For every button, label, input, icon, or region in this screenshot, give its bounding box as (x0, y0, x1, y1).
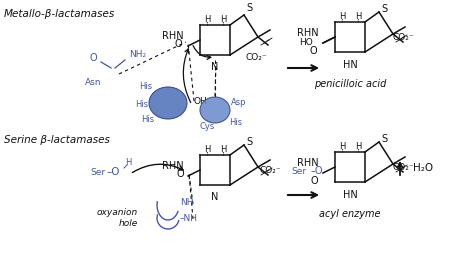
Text: S: S (381, 4, 387, 14)
Text: Serine β-lactamases: Serine β-lactamases (4, 135, 110, 145)
Text: Zn₂: Zn₂ (207, 106, 223, 114)
Text: oxyanion
hole: oxyanion hole (97, 208, 138, 228)
Text: O: O (174, 39, 182, 49)
Text: OH: OH (194, 96, 208, 106)
Text: H: H (204, 145, 210, 153)
Ellipse shape (200, 97, 230, 123)
Text: CO₂⁻: CO₂⁻ (393, 32, 415, 42)
Text: S: S (246, 137, 252, 147)
Text: penicilloic acid: penicilloic acid (314, 79, 386, 89)
Text: –NH: –NH (180, 213, 198, 223)
Text: RHN: RHN (297, 158, 319, 168)
Text: O: O (310, 176, 318, 186)
Text: H: H (355, 141, 361, 151)
Text: HN: HN (343, 190, 357, 200)
Text: S: S (381, 134, 387, 144)
Text: His: His (229, 118, 242, 127)
Text: O: O (176, 169, 184, 179)
Text: H: H (339, 141, 345, 151)
Text: H: H (220, 145, 226, 153)
Text: acyl enzyme: acyl enzyme (319, 209, 381, 219)
Text: H: H (355, 11, 361, 21)
Text: S: S (246, 3, 252, 13)
Text: CO₂⁻: CO₂⁻ (393, 162, 415, 172)
Text: Cys: Cys (200, 121, 215, 131)
Text: N: N (211, 62, 219, 72)
Ellipse shape (149, 87, 187, 119)
FancyArrowPatch shape (183, 49, 191, 102)
Text: CO₂⁻: CO₂⁻ (260, 166, 282, 174)
Text: O: O (310, 46, 317, 56)
FancyArrowPatch shape (132, 164, 183, 173)
Text: His: His (139, 81, 152, 90)
Text: HO: HO (299, 37, 313, 47)
Text: RHN: RHN (297, 28, 319, 38)
Text: NH₂: NH₂ (129, 49, 146, 58)
Text: RHN: RHN (163, 161, 184, 171)
Text: Asp: Asp (231, 98, 246, 107)
Text: Metallo-β-lactamases: Metallo-β-lactamases (4, 9, 115, 19)
Text: H₂O: H₂O (413, 163, 433, 173)
Text: O: O (90, 53, 97, 63)
Text: H: H (204, 15, 210, 23)
Text: Ser: Ser (292, 166, 307, 176)
Text: Ser: Ser (91, 167, 106, 177)
Text: H: H (125, 158, 131, 166)
Text: CO₂⁻: CO₂⁻ (245, 53, 267, 62)
Text: His: His (135, 100, 148, 108)
Text: H: H (220, 15, 226, 23)
Text: His: His (141, 114, 154, 124)
Text: –O: –O (310, 166, 323, 176)
Text: H: H (339, 11, 345, 21)
Text: Zn₁: Zn₁ (160, 99, 176, 107)
Text: N: N (211, 192, 219, 202)
FancyArrowPatch shape (193, 46, 211, 59)
Text: HN: HN (343, 60, 357, 70)
Text: RHN: RHN (163, 31, 184, 41)
Text: NH: NH (180, 198, 193, 206)
Text: –O: –O (107, 167, 120, 177)
Text: Asn: Asn (84, 77, 101, 87)
